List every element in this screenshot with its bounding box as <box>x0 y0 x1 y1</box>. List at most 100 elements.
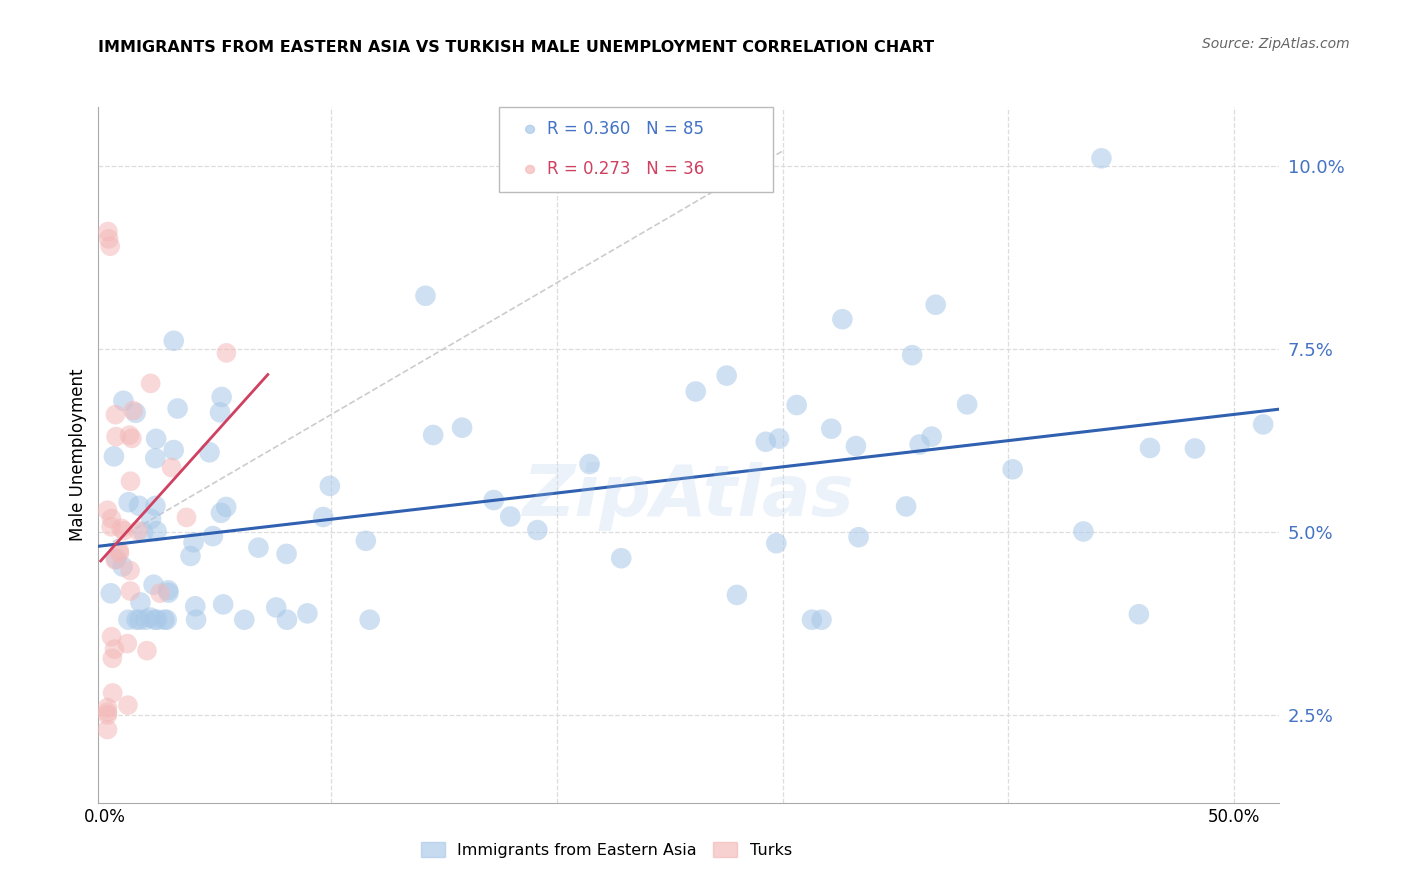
Point <box>101 651 124 665</box>
Point <box>97 225 120 239</box>
Point <box>208 405 231 419</box>
Point <box>166 401 188 416</box>
Text: Source: ZipAtlas.com: Source: ZipAtlas.com <box>1202 37 1350 52</box>
Point <box>845 439 868 453</box>
Point <box>145 432 167 446</box>
Point <box>924 298 946 312</box>
Point <box>100 586 122 600</box>
Point <box>211 390 233 404</box>
Point <box>264 600 287 615</box>
Point <box>848 530 870 544</box>
Point <box>127 524 149 538</box>
Point <box>153 613 176 627</box>
Point <box>128 499 150 513</box>
Point <box>894 500 917 514</box>
Point <box>160 460 183 475</box>
Point <box>184 599 207 614</box>
Point <box>105 551 128 566</box>
Point <box>120 474 142 488</box>
Point <box>100 520 122 534</box>
Point <box>1073 524 1095 539</box>
Point <box>482 493 505 508</box>
Point <box>121 431 143 445</box>
Point <box>179 549 201 563</box>
Y-axis label: Male Unemployment: Male Unemployment <box>69 368 87 541</box>
Point <box>901 348 924 362</box>
Point <box>725 588 748 602</box>
Point <box>716 368 738 383</box>
Point <box>139 512 162 526</box>
Point <box>101 686 124 700</box>
Point <box>215 346 238 360</box>
Point <box>1128 607 1150 622</box>
Point <box>765 536 787 550</box>
Point <box>104 408 127 422</box>
Point <box>297 607 319 621</box>
Point <box>124 406 146 420</box>
Text: ZipAtlas: ZipAtlas <box>523 462 855 531</box>
Point <box>135 613 157 627</box>
Point <box>112 393 135 408</box>
Point <box>184 613 207 627</box>
Point <box>143 451 166 466</box>
Point <box>768 432 790 446</box>
Point <box>129 595 152 609</box>
Point <box>108 544 131 558</box>
Point <box>125 613 148 627</box>
Point <box>132 524 155 539</box>
Point <box>136 643 159 657</box>
Point <box>526 523 548 537</box>
Point <box>359 613 381 627</box>
Point <box>1090 151 1112 165</box>
Point <box>422 428 444 442</box>
Point <box>96 503 118 517</box>
Point <box>139 610 162 624</box>
Point <box>139 376 162 391</box>
Point <box>112 524 135 538</box>
Point <box>117 698 139 713</box>
Point <box>1001 462 1024 476</box>
Point <box>120 584 142 599</box>
Point <box>122 403 145 417</box>
Point <box>103 450 125 464</box>
Point <box>145 499 167 513</box>
Point <box>212 598 235 612</box>
Point <box>209 506 232 520</box>
Point <box>176 510 198 524</box>
Point <box>312 510 335 524</box>
Point <box>319 479 342 493</box>
Point <box>117 637 139 651</box>
Point <box>786 398 808 412</box>
Point <box>1251 417 1274 432</box>
Point <box>110 521 132 535</box>
Legend: Immigrants from Eastern Asia, Turks: Immigrants from Eastern Asia, Turks <box>415 836 799 864</box>
Text: R = 0.273   N = 36: R = 0.273 N = 36 <box>547 161 704 178</box>
Point <box>145 524 167 538</box>
Point <box>956 397 979 411</box>
Point <box>156 613 179 627</box>
Point <box>1184 442 1206 456</box>
Point <box>96 705 118 719</box>
Point <box>499 509 522 524</box>
Point <box>104 553 127 567</box>
Point <box>685 384 707 399</box>
Point <box>810 613 832 627</box>
Point <box>146 613 169 627</box>
Point <box>103 642 125 657</box>
Point <box>755 434 778 449</box>
Point <box>98 239 121 253</box>
Point <box>451 420 474 434</box>
Point <box>610 551 633 566</box>
Point <box>800 613 823 627</box>
Point <box>183 535 205 549</box>
Text: IMMIGRANTS FROM EASTERN ASIA VS TURKISH MALE UNEMPLOYMENT CORRELATION CHART: IMMIGRANTS FROM EASTERN ASIA VS TURKISH … <box>98 40 935 55</box>
Point <box>96 700 118 714</box>
Point <box>111 559 134 574</box>
Point <box>415 289 437 303</box>
Point <box>201 529 224 543</box>
Point <box>831 312 853 326</box>
Point <box>276 547 298 561</box>
Point <box>143 613 166 627</box>
Point <box>117 613 139 627</box>
Point <box>142 578 165 592</box>
